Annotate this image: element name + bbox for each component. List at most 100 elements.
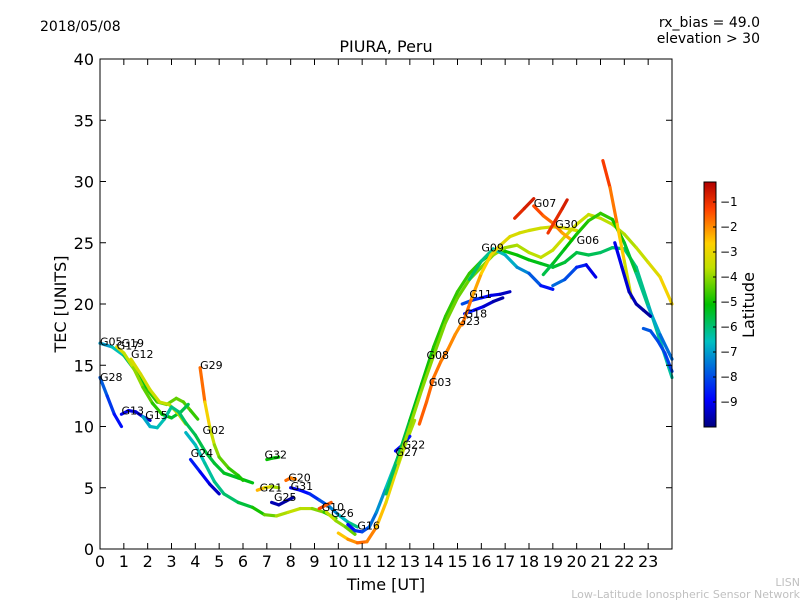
x-tick-label: 0 <box>95 552 105 571</box>
trace-segment <box>208 424 216 447</box>
y-tick-label: 0 <box>84 540 94 559</box>
trace-segment <box>527 258 543 266</box>
sat-label-g29: G29 <box>200 359 223 372</box>
trace-segment <box>575 263 588 269</box>
trace-segment <box>522 197 536 211</box>
y-tick-label: 10 <box>74 418 94 437</box>
trace-segment <box>193 443 207 465</box>
trace-segment <box>646 304 662 337</box>
chart-title: PIURA, Peru <box>339 37 432 56</box>
trace-segment <box>289 476 298 481</box>
trace-segment <box>443 290 460 318</box>
trace-segment <box>184 431 197 447</box>
trace-segment <box>608 186 619 226</box>
x-tick-label: 20 <box>566 552 586 571</box>
x-tick-label: 11 <box>352 552 372 571</box>
trace-segment <box>586 250 603 257</box>
trace-segment <box>527 271 543 288</box>
trace-segment <box>110 345 126 358</box>
sat-label-g31: G31 <box>291 480 314 493</box>
sat-label-g30: G30 <box>555 218 578 231</box>
trace-segment <box>541 261 555 277</box>
trace-segment <box>424 375 436 404</box>
trace-segment <box>131 366 145 389</box>
footer-lisn: LISN <box>775 576 800 589</box>
x-tick-label: 14 <box>423 552 443 571</box>
trace-segment <box>188 457 202 474</box>
trace-segment <box>262 513 278 518</box>
trace-segment <box>420 345 436 386</box>
trace-segment <box>503 253 519 269</box>
trace-segment <box>503 249 519 257</box>
trace-segment <box>193 433 207 453</box>
trace-segment <box>551 260 567 269</box>
trace-segment <box>575 250 591 257</box>
x-tick-label: 21 <box>590 552 610 571</box>
trace-segment <box>129 357 143 376</box>
trace-segment <box>336 531 350 541</box>
trace-segment <box>177 410 188 425</box>
trace-segment <box>289 486 302 492</box>
trace-segment <box>563 265 579 282</box>
y-tick-label: 15 <box>74 356 94 375</box>
trace-segment <box>541 214 555 225</box>
trace-segment <box>527 250 543 260</box>
trace-segment <box>613 241 624 269</box>
sat-label-g24: G24 <box>191 447 214 460</box>
trace-segment <box>212 480 226 496</box>
trace-segment <box>443 296 460 324</box>
trace-segment <box>503 243 519 250</box>
trace-segment <box>98 375 109 398</box>
trace-segment <box>482 299 495 309</box>
sat-label-g05: G05 <box>100 336 123 349</box>
trace-segment <box>408 382 424 422</box>
trace-segment <box>498 235 512 247</box>
series-g33 <box>613 241 653 318</box>
trace-segment <box>472 304 486 312</box>
trace-segment <box>584 263 598 279</box>
trace-segment <box>598 216 615 226</box>
sat-label-g19: G19 <box>121 337 144 350</box>
series-g29 <box>198 366 245 482</box>
trace-segment <box>122 351 135 370</box>
trace-segment <box>408 388 424 429</box>
trace-segment <box>212 443 221 459</box>
series-g34 <box>641 326 674 373</box>
x-tick-label: 12 <box>376 552 396 571</box>
y-tick-label: 20 <box>74 295 94 314</box>
sat-label-g13: G13 <box>121 404 144 417</box>
trace-segment <box>203 461 216 484</box>
plot-background <box>100 59 672 549</box>
trace-segment <box>396 418 412 459</box>
trace-segment <box>188 408 200 421</box>
series-layer <box>98 159 674 545</box>
trace-segment <box>467 259 483 282</box>
trace-segment <box>112 412 124 429</box>
trace-segment <box>250 505 267 517</box>
trace-segment <box>563 232 579 251</box>
footer-network: Low-Latitude Ionospheric Sensor Network <box>571 588 800 600</box>
x-tick-label: 17 <box>495 552 515 571</box>
sat-label-g12: G12 <box>131 348 154 361</box>
series-g23 <box>417 320 464 426</box>
sat-label-g25: G25 <box>274 491 297 504</box>
trace-segment <box>198 366 207 404</box>
x-tick-label: 13 <box>400 552 420 571</box>
x-tick-label: 8 <box>286 552 296 571</box>
trace-segment <box>455 277 472 300</box>
sat-label-g23: G23 <box>458 315 481 328</box>
series-g13 <box>551 263 598 288</box>
sat-label-g18: G18 <box>465 307 488 320</box>
colorbar-ticks: −9 −8 −7 −6 −5 −4 −3 −2 −1 <box>713 195 738 409</box>
trace-segment <box>324 510 338 523</box>
colorbar-tick-label: −4 <box>720 270 738 284</box>
x-axis-title: Time [UT] <box>346 575 425 594</box>
trace-segment <box>203 400 212 429</box>
trace-segment <box>622 241 638 275</box>
trace-segment <box>105 394 116 416</box>
trace-segment <box>198 470 212 486</box>
trace-segment <box>446 333 457 351</box>
series-g20 <box>284 476 298 482</box>
series-g25 <box>270 495 295 507</box>
